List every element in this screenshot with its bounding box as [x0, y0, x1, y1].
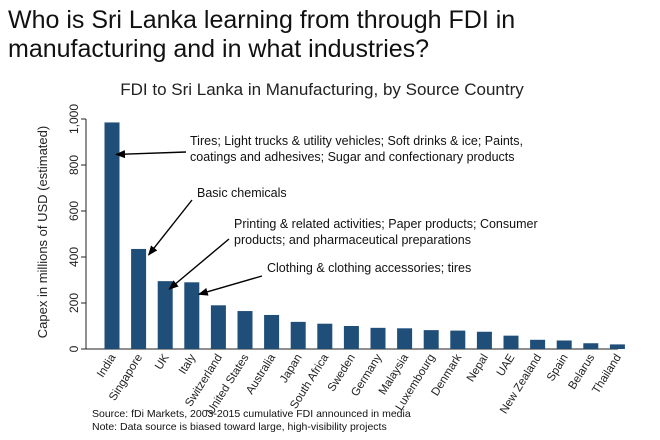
bar-thailand — [609, 344, 625, 349]
y-ticks: 0 200 400 600 800 1,000 — [67, 104, 86, 352]
bar-south-africa — [317, 323, 333, 349]
category-label: Spain — [545, 352, 571, 383]
bar-australia — [264, 314, 280, 349]
category-label: UK — [153, 352, 172, 372]
bar-malaysia — [397, 328, 413, 349]
bar-luxembourg — [423, 330, 439, 349]
bar-japan — [290, 321, 306, 349]
y-tick-label: 0 — [67, 345, 81, 352]
bar-sweden — [343, 326, 359, 349]
bar-uk — [157, 281, 173, 349]
chart-title: FDI to Sri Lanka in Manufacturing, by So… — [120, 80, 524, 99]
annotation-arrow — [115, 150, 187, 159]
bar-india — [104, 122, 120, 349]
bar-denmark — [450, 330, 466, 349]
source-note: Source: fDi Markets, 2003-2015 cumulativ… — [92, 408, 411, 420]
bar-uae — [503, 335, 519, 349]
annotations: Tires; Light trucks & utility vehicles; … — [115, 134, 538, 296]
annotation-text: products; and pharmaceutical preparation… — [234, 233, 471, 247]
bar-spain — [556, 340, 572, 349]
category-label: India — [95, 352, 119, 380]
page-title: Who is Sri Lanka learning from through F… — [8, 6, 516, 63]
y-tick-label: 400 — [67, 247, 81, 267]
y-tick-label: 800 — [67, 155, 81, 175]
annotation-text: coatings and adhesives; Sugar and confec… — [190, 150, 515, 164]
bar-nepal — [476, 331, 492, 349]
y-tick-label: 1,000 — [67, 104, 81, 134]
annotation-text: Printing & related activities; Paper pro… — [234, 217, 538, 231]
annotation-text: Tires; Light trucks & utility vehicles; … — [190, 134, 523, 148]
bar-new-zealand — [530, 339, 546, 349]
y-tick-label: 600 — [67, 201, 81, 221]
annotation-arrow — [168, 238, 230, 290]
y-tick-label: 200 — [67, 293, 81, 313]
annotation-arrow — [147, 199, 193, 256]
bar-singapore — [131, 248, 147, 349]
category-label: Japan — [278, 352, 305, 385]
bar-united-states — [237, 311, 253, 349]
bar-belarus — [583, 343, 599, 349]
bars — [104, 122, 625, 349]
bias-note: Note: Data source is biased toward large… — [92, 421, 387, 433]
annotation-text: Basic chemicals — [197, 186, 287, 200]
category-label: Italy — [177, 352, 198, 376]
bar-switzerland — [210, 305, 226, 349]
category-label: UAE — [495, 352, 518, 379]
y-axis-label: Capex in millions of USD (estimated) — [35, 126, 50, 338]
bar-italy — [184, 282, 200, 349]
category-label: Nepal — [465, 352, 491, 384]
annotation-arrow — [197, 275, 263, 296]
annotation-text: Clothing & clothing accessories; tires — [267, 261, 471, 275]
bar-germany — [370, 327, 386, 349]
